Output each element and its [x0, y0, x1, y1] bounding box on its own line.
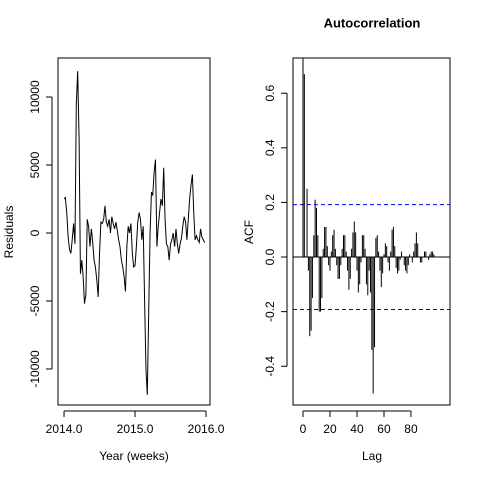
y-tick-label: -5000 [28, 285, 42, 316]
x-tick-label: 2014.0 [46, 422, 83, 436]
y-tick-label: -0.4 [263, 356, 277, 377]
y-tick-label: 0.0 [263, 248, 277, 265]
y-tick-label: 10000 [28, 80, 42, 114]
x-axis-label: Year (weeks) [99, 449, 169, 463]
x-axis-label: Lag [362, 449, 382, 463]
y-tick-label: 0.6 [263, 85, 277, 102]
y-tick-label: 0.2 [263, 194, 277, 211]
x-tick-label: 0 [300, 422, 307, 436]
y-tick-label: 0 [28, 229, 42, 236]
x-tick-label: 2016.0 [188, 422, 225, 436]
plot-box [292, 57, 451, 406]
y-tick-label: 5000 [28, 151, 42, 178]
chart-title: Autocorrelation [324, 15, 421, 30]
y-tick-label: -10000 [28, 350, 42, 388]
residual-line [63, 71, 206, 395]
x-tick-label: 80 [404, 422, 418, 436]
y-tick-label: 0.4 [263, 139, 277, 156]
y-axis-label: Residuals [2, 206, 16, 259]
x-tick-label: 2015.0 [117, 422, 154, 436]
plot-box [57, 57, 211, 406]
y-tick-label: -0.2 [263, 301, 277, 322]
y-axis-label: ACF [242, 220, 256, 244]
x-tick-label: 60 [377, 422, 391, 436]
x-tick-label: 40 [350, 422, 364, 436]
x-tick-label: 20 [323, 422, 337, 436]
